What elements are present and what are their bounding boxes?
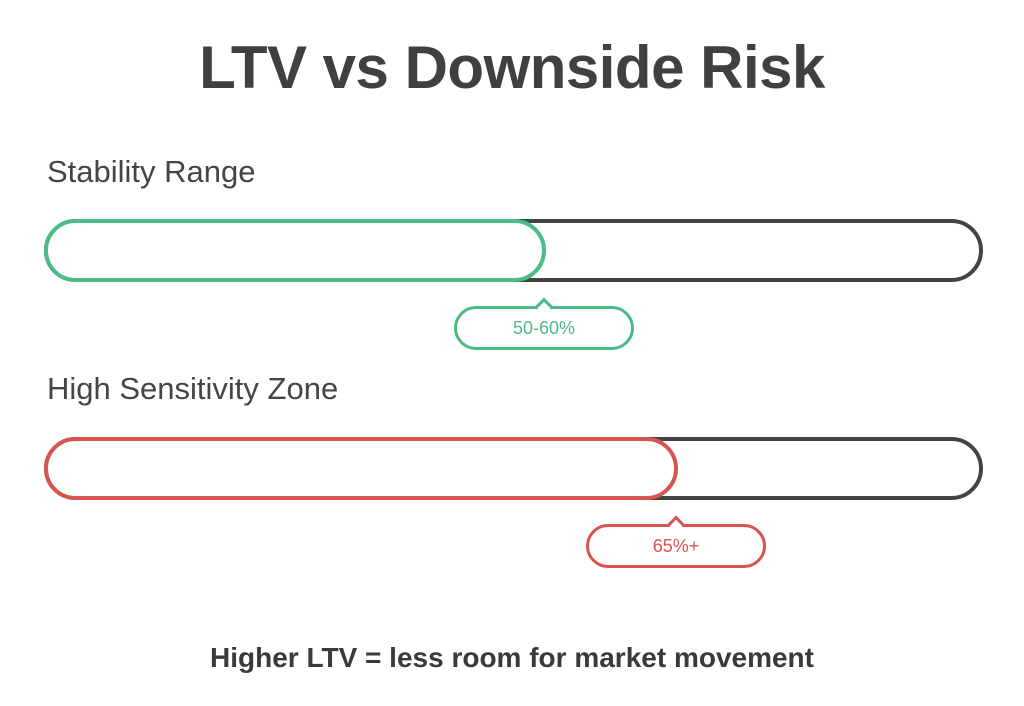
stability-range-label: Stability Range	[47, 154, 256, 189]
callout-pointer	[667, 515, 685, 533]
high-sensitivity-zone-callout: 65%+	[586, 515, 766, 568]
high-sensitivity-zone-label: High Sensitivity Zone	[47, 371, 339, 406]
callout-pointer	[535, 297, 553, 315]
stability-range-callout: 50-60%	[454, 297, 634, 350]
stability-range-track	[44, 219, 983, 282]
high-sensitivity-zone-value: 65%+	[652, 536, 700, 556]
footer-note: Higher LTV = less room for market moveme…	[210, 642, 814, 673]
page-title: LTV vs Downside Risk	[199, 34, 825, 101]
stability-range-fill	[44, 219, 546, 282]
high-sensitivity-zone-fill	[44, 437, 678, 500]
high-sensitivity-zone-track	[44, 437, 983, 500]
stability-range-value: 50-60%	[512, 318, 576, 338]
